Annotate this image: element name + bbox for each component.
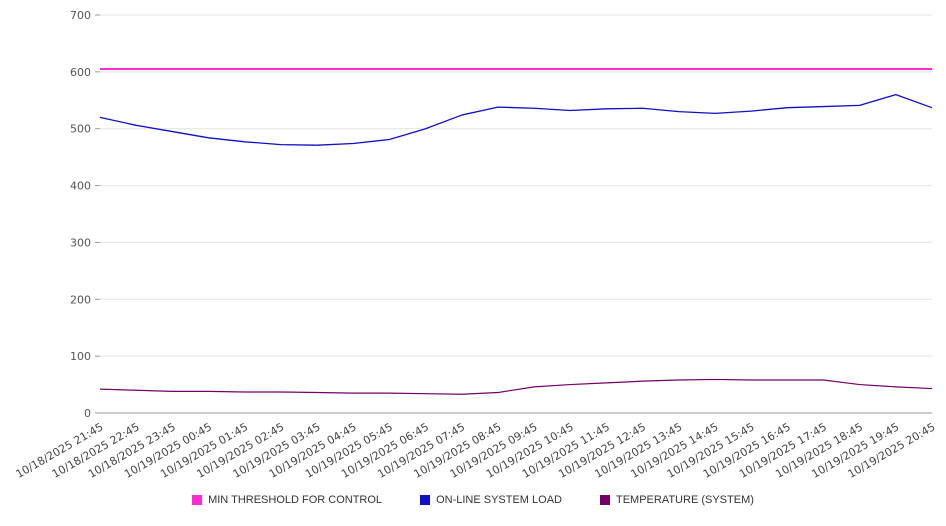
y-tick-label: 200 xyxy=(70,293,91,306)
legend-item-temperature-system: TEMPERATURE (SYSTEM) xyxy=(599,494,754,506)
y-tick-label: 0 xyxy=(84,407,91,420)
legend-swatch-temperature-system-icon xyxy=(599,495,610,505)
y-tick-label: 100 xyxy=(70,350,91,363)
legend: MIN THRESHOLD FOR CONTROL ON-LINE SYSTEM… xyxy=(0,494,946,506)
legend-label-temperature-system: TEMPERATURE (SYSTEM) xyxy=(615,494,754,506)
y-tick-label: 600 xyxy=(70,66,91,79)
y-tick-label: 400 xyxy=(70,180,91,193)
series-line-2 xyxy=(99,378,933,395)
y-tick-label: 500 xyxy=(70,123,91,136)
legend-swatch-min-threshold-icon xyxy=(192,495,203,505)
legend-label-online-system-load: ON-LINE SYSTEM LOAD xyxy=(436,494,562,506)
legend-item-min-threshold: MIN THRESHOLD FOR CONTROL xyxy=(192,494,382,506)
y-tick-label: 300 xyxy=(70,236,91,249)
series-line-1 xyxy=(99,93,933,146)
legend-label-min-threshold: MIN THRESHOLD FOR CONTROL xyxy=(208,494,383,506)
legend-item-online-system-load: ON-LINE SYSTEM LOAD xyxy=(420,494,562,506)
y-tick-label: 700 xyxy=(70,9,91,22)
legend-swatch-online-system-load-icon xyxy=(420,495,431,505)
